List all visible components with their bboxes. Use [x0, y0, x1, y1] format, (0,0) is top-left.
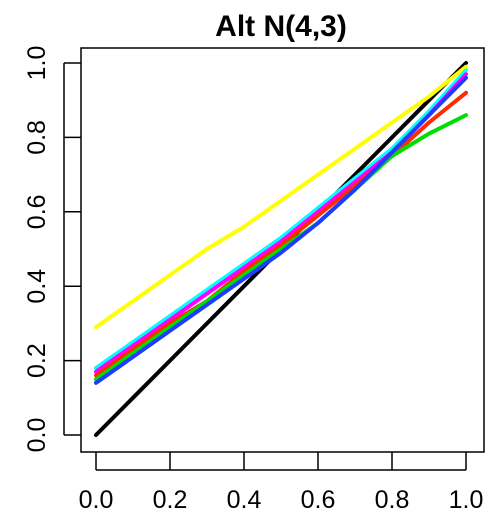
y-tick-label: 0.6 [23, 194, 51, 229]
chart-title: Alt N(4,3) [215, 10, 347, 43]
y-axis: 0.0 0.2 0.4 0.6 0.8 1.0 [23, 46, 81, 453]
series-line-6 [94, 113, 468, 382]
x-tick-label: 1.0 [449, 486, 484, 514]
y-tick-label: 0.2 [23, 343, 51, 378]
y-tick-label: 0.0 [23, 418, 51, 453]
series-line-5 [94, 90, 468, 378]
series-line-7 [94, 75, 468, 385]
x-tick-label: 0.2 [153, 486, 188, 514]
x-tick-label: 0.4 [227, 486, 262, 514]
x-tick-label: 0.0 [79, 486, 114, 514]
series-layer [94, 61, 468, 437]
x-tick-label: 0.8 [375, 486, 410, 514]
y-tick-label: 0.8 [23, 120, 51, 155]
y-tick-label: 1.0 [23, 46, 51, 81]
series-line-2 [94, 64, 468, 330]
x-axis: 0.0 0.2 0.4 0.6 0.8 1.0 [79, 452, 484, 514]
series-line-3 [94, 68, 468, 370]
x-tick-label: 0.6 [301, 486, 336, 514]
y-tick-label: 0.4 [23, 269, 51, 304]
plot-frame [80, 47, 485, 453]
